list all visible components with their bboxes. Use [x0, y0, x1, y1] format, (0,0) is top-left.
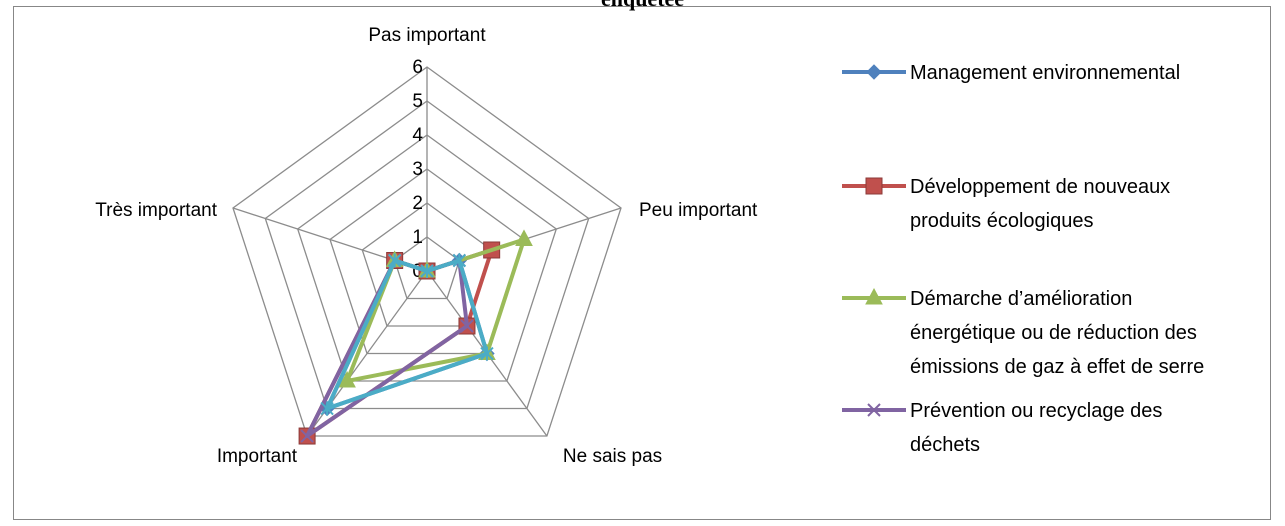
- legend-item: Prévention ou recyclage des déchets: [842, 400, 1162, 456]
- legend-label: produits écologiques: [910, 210, 1093, 232]
- legend-marker: [865, 287, 883, 305]
- grid-ring-2: [361, 202, 493, 327]
- chart-frame: [13, 6, 1271, 520]
- category-label: Peu important: [639, 200, 758, 221]
- legend-label: Prévention ou recyclage des: [910, 400, 1162, 422]
- legend-item: Management environnemental: [842, 62, 1180, 84]
- grid-ring-5: [264, 100, 590, 410]
- category-label: Pas important: [368, 25, 486, 46]
- series-2: [338, 229, 533, 388]
- legend-label: Management environnemental: [910, 62, 1180, 84]
- legend-item: Démarche d’amélioration énergétique ou de…: [842, 287, 1204, 378]
- legend-label: émissions de gaz à effet de serre: [910, 356, 1204, 378]
- category-label: Très important: [95, 200, 217, 221]
- data-point: [338, 370, 356, 388]
- legend-label: Développement de nouveaux: [910, 176, 1170, 198]
- grid-ring-6: [232, 66, 622, 437]
- series-line: [325, 258, 489, 411]
- legend-item: Développement de nouveaux produits écolog…: [842, 176, 1170, 232]
- data-point: [480, 346, 494, 361]
- tick-label: 1: [412, 227, 423, 248]
- legend: Management environnemental Développement …: [842, 62, 1204, 456]
- tick-label: 5: [412, 91, 423, 112]
- series-layer: [298, 229, 533, 445]
- chart-title: enquêtée: [0, 0, 1285, 12]
- radial-tick-labels: 0 1 2 3 4 5 6: [412, 57, 423, 282]
- data-point: [420, 264, 434, 278]
- category-label: Important: [217, 446, 298, 467]
- grid-ring-4: [296, 134, 558, 382]
- radar-grid: [232, 66, 622, 437]
- legend-label: déchets: [910, 434, 980, 456]
- category-labels: Pas important Peu important Ne sais pas Imp…: [95, 25, 758, 467]
- data-point: [320, 401, 334, 416]
- tick-label: 4: [412, 125, 423, 146]
- tick-label: 0: [412, 261, 423, 282]
- data-point: [515, 229, 533, 246]
- data-point: [387, 253, 402, 268]
- legend-marker: [866, 64, 882, 80]
- legend-marker: [865, 177, 883, 195]
- series-4: [320, 253, 494, 416]
- tick-label: 3: [412, 159, 423, 180]
- data-point: [300, 429, 314, 443]
- data-point: [460, 319, 474, 333]
- legend-marker: [867, 403, 881, 417]
- data-point: [452, 253, 467, 268]
- legend-label: Démarche d’amélioration: [910, 288, 1132, 310]
- category-label: Ne sais pas: [563, 446, 662, 467]
- tick-label: 2: [412, 193, 423, 214]
- legend-label: énergétique ou de réduction des: [910, 322, 1197, 344]
- tick-label: 6: [412, 57, 423, 78]
